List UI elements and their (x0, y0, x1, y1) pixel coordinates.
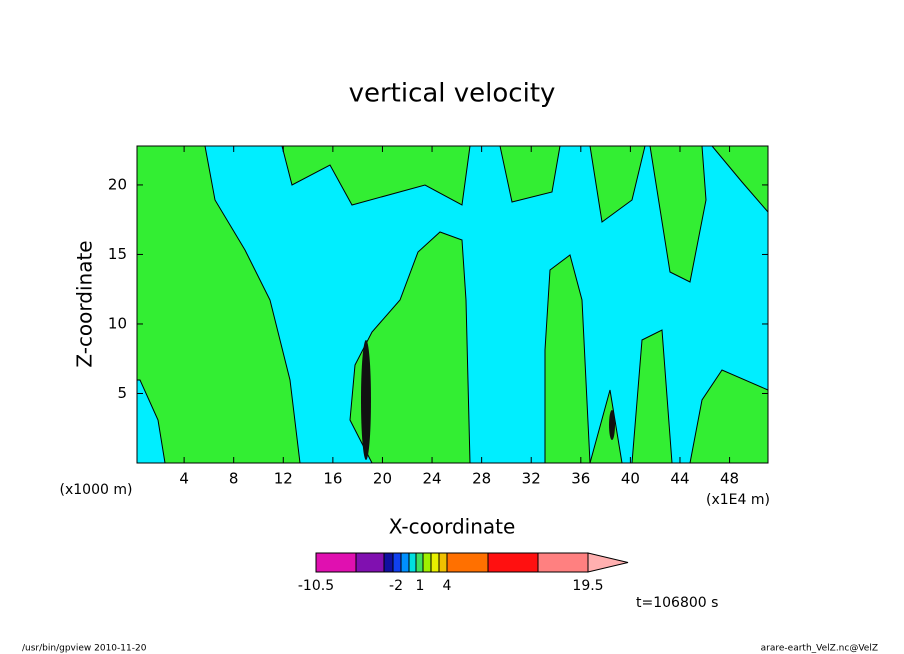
plot-frame (136, 145, 769, 464)
x-tick-label: 8 (229, 470, 239, 488)
y-tick-label: 20 (108, 175, 127, 193)
x-axis-label: X-coordinate (389, 515, 516, 539)
x-tick-label: 36 (571, 470, 590, 488)
contour-cluster (609, 410, 615, 440)
y-axis-label: Z-coordinate (73, 240, 97, 367)
x-tick-label: 28 (472, 470, 491, 488)
colorbar-segment (315, 552, 357, 573)
colorbar-segment (415, 552, 424, 573)
colorbar-segment (446, 552, 489, 573)
y-tick-label: 5 (117, 384, 127, 402)
colorbar-segment (408, 552, 417, 573)
chart-title: vertical velocity (349, 79, 556, 109)
colorbar-segment (355, 552, 385, 573)
contour-field (136, 145, 769, 464)
x-tick-label: 12 (274, 470, 293, 488)
colorbar-segment (438, 552, 448, 573)
colorbar-segment (383, 552, 394, 573)
y-tick-label: 10 (108, 314, 127, 332)
colorbar-segment (400, 552, 410, 573)
contour-cluster (361, 340, 371, 460)
colorbar-segment (392, 552, 402, 573)
x-tick-label: 20 (373, 470, 392, 488)
colorbar-tick-label: 4 (443, 578, 452, 594)
contour-region (281, 145, 471, 206)
x-tick-label: 48 (720, 470, 739, 488)
x-unit-label: (x1E4 m) (706, 492, 770, 508)
colorbar-tick-label: 1 (416, 578, 425, 594)
x-tick-label: 24 (422, 470, 441, 488)
y-tick-label: 15 (108, 245, 127, 263)
colorbar-segment (430, 552, 440, 573)
contour-region (136, 145, 301, 464)
contour-region (349, 231, 471, 464)
colorbar-tick-label: -2 (389, 578, 403, 594)
x-tick-label: 40 (621, 470, 640, 488)
colorbar-tick-label: 19.5 (572, 578, 603, 594)
colorbar-segment (487, 552, 539, 573)
colorbar-segment (537, 552, 589, 573)
x-tick-label: 44 (670, 470, 689, 488)
footer-right: arare-earth_VelZ.nc@VelZ (761, 644, 878, 654)
time-label: t=106800 s (636, 595, 718, 611)
footer-left: /usr/bin/gpview 2010-11-20 (22, 644, 147, 654)
x-tick-label: 4 (179, 470, 189, 488)
x-unit-label: (x1000 m) (60, 482, 133, 498)
colorbar-arrow (587, 552, 629, 573)
colorbar-segment (422, 552, 432, 573)
colorbar-tick-label: -10.5 (298, 578, 334, 594)
x-tick-label: 32 (522, 470, 541, 488)
x-tick-label: 16 (323, 470, 342, 488)
